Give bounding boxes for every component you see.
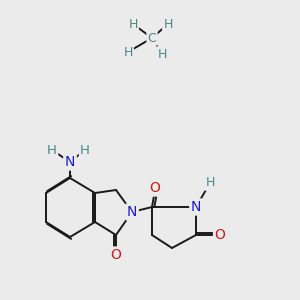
Text: H: H [205, 176, 215, 190]
Text: H: H [157, 47, 167, 61]
Text: H: H [128, 17, 138, 31]
Text: N: N [191, 200, 201, 214]
Text: N: N [127, 205, 137, 219]
Text: H: H [163, 17, 173, 31]
Text: O: O [150, 181, 160, 195]
Text: H: H [123, 46, 133, 59]
Text: C: C [148, 32, 156, 44]
Text: H: H [47, 143, 57, 157]
Text: O: O [111, 248, 122, 262]
Text: H: H [80, 143, 90, 157]
Text: N: N [65, 155, 75, 169]
Text: O: O [214, 228, 225, 242]
